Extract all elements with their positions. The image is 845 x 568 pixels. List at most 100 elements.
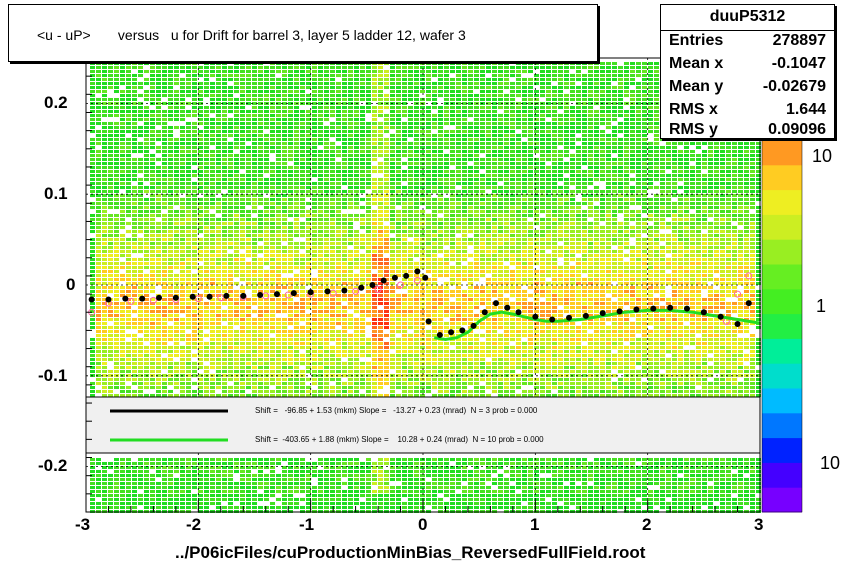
heatmap-cell	[342, 338, 347, 341]
heatmap-cell	[126, 278, 131, 281]
heatmap-cell	[90, 270, 95, 273]
heatmap-cell	[132, 202, 137, 205]
heatmap-cell	[318, 506, 323, 509]
heatmap-cell	[186, 338, 191, 341]
heatmap-cell	[390, 74, 395, 77]
heatmap-cell	[408, 462, 413, 465]
heatmap-cell	[138, 370, 143, 373]
heatmap-cell	[126, 350, 131, 353]
heatmap-cell	[294, 86, 299, 89]
heatmap-cell	[204, 190, 209, 193]
heatmap-cell	[126, 458, 131, 461]
heatmap-cell	[126, 90, 131, 93]
heatmap-cell	[144, 266, 149, 269]
heatmap-cell	[324, 90, 329, 93]
heatmap-cell	[120, 290, 125, 293]
heatmap-cell	[144, 478, 149, 481]
heatmap-cell	[360, 154, 365, 157]
heatmap-cell	[324, 142, 329, 145]
heatmap-cell	[318, 342, 323, 345]
heatmap-cell	[156, 198, 161, 201]
heatmap-cell	[114, 458, 119, 461]
heatmap-cell	[378, 382, 383, 385]
heatmap-cell	[246, 150, 251, 153]
heatmap-cell	[252, 138, 257, 141]
heatmap-cell	[300, 378, 305, 381]
heatmap-cell	[114, 154, 119, 157]
heatmap-cell	[144, 142, 149, 145]
heatmap-cell	[300, 282, 305, 285]
heatmap-cell	[150, 194, 155, 197]
heatmap-cell	[186, 386, 191, 389]
heatmap-cell	[312, 214, 317, 217]
heatmap-cell	[306, 338, 311, 341]
heatmap-cell	[252, 290, 257, 293]
heatmap-cell	[120, 82, 125, 85]
heatmap-cell	[378, 302, 383, 305]
heatmap-cell	[300, 302, 305, 305]
heatmap-cell	[114, 470, 119, 473]
heatmap-cell	[396, 126, 401, 129]
heatmap-cell	[138, 362, 143, 365]
heatmap-cell	[294, 114, 299, 117]
heatmap-cell	[378, 346, 383, 349]
heatmap-cell	[348, 238, 353, 241]
heatmap-cell	[402, 70, 407, 73]
heatmap-cell	[216, 366, 221, 369]
heatmap-cell	[282, 66, 287, 69]
heatmap-cell	[414, 110, 419, 113]
heatmap-cell	[330, 502, 335, 505]
heatmap-cell	[186, 466, 191, 469]
heatmap-cell	[204, 130, 209, 133]
heatmap-cell	[132, 218, 137, 221]
heatmap-cell	[144, 258, 149, 261]
heatmap-cell	[222, 78, 227, 81]
heatmap-cell	[210, 246, 215, 249]
heatmap-cell	[324, 346, 329, 349]
heatmap-cell	[120, 242, 125, 245]
heatmap-cell	[192, 502, 197, 505]
heatmap-cell	[204, 270, 209, 273]
heatmap-cell	[120, 90, 125, 93]
heatmap-cell	[96, 174, 101, 177]
heatmap-cell	[120, 198, 125, 201]
heatmap-cell	[90, 126, 95, 129]
heatmap-cell	[216, 286, 221, 289]
heatmap-cell	[108, 174, 113, 177]
heatmap-cell	[360, 178, 365, 181]
heatmap-cell	[312, 286, 317, 289]
heatmap-cell	[162, 394, 167, 397]
heatmap-cell	[318, 122, 323, 125]
heatmap-cell	[252, 134, 257, 137]
heatmap-cell	[402, 306, 407, 309]
heatmap-cell	[120, 306, 125, 309]
heatmap-cell	[324, 358, 329, 361]
heatmap-cell	[300, 326, 305, 329]
heatmap-cell	[174, 190, 179, 193]
heatmap-cell	[318, 350, 323, 353]
heatmap-cell	[390, 78, 395, 81]
heatmap-cell	[198, 250, 203, 253]
heatmap-cell	[210, 298, 215, 301]
heatmap-cell	[228, 186, 233, 189]
heatmap-cell	[324, 330, 329, 333]
heatmap-cell	[210, 474, 215, 477]
heatmap-cell	[360, 82, 365, 85]
heatmap-cell	[108, 190, 113, 193]
heatmap-cell	[330, 310, 335, 313]
heatmap-cell	[150, 262, 155, 265]
heatmap-cell	[174, 262, 179, 265]
heatmap-cell	[318, 238, 323, 241]
heatmap-cell	[240, 502, 245, 505]
heatmap-cell	[312, 66, 317, 69]
heatmap-cell	[318, 174, 323, 177]
heatmap-cell	[396, 210, 401, 213]
heatmap-cell	[294, 146, 299, 149]
heatmap-cell	[234, 106, 239, 109]
heatmap-cell	[372, 150, 377, 153]
heatmap-cell	[138, 474, 143, 477]
heatmap-cell	[126, 150, 131, 153]
heatmap-cell	[372, 114, 377, 117]
heatmap-cell	[162, 74, 167, 77]
heatmap-cell	[198, 502, 203, 505]
